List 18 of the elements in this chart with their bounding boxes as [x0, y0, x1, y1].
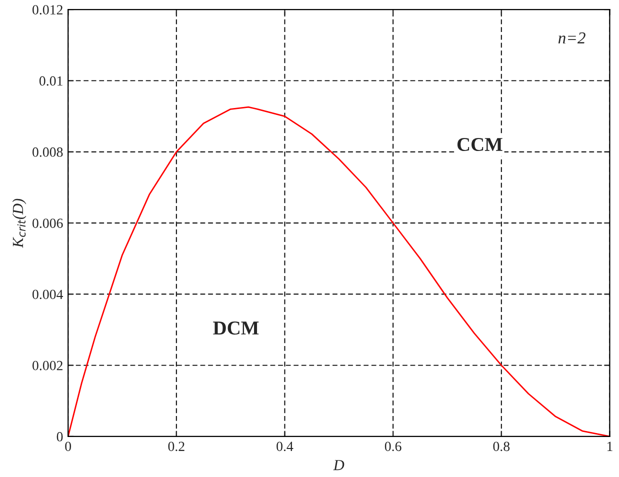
annotation: DCM — [213, 322, 259, 335]
x-tick-label: 0 — [65, 442, 72, 452]
x-tick-label: 0.6 — [384, 442, 402, 452]
x-axis-title: D — [333, 460, 344, 470]
y-tick-label: 0.012 — [32, 5, 62, 15]
x-tick-label: 0.2 — [168, 442, 184, 452]
y-tick-label: 0.01 — [39, 76, 62, 86]
y-tick-label: 0.004 — [32, 290, 64, 300]
y-tick-label: 0.002 — [32, 360, 62, 370]
y-axis-title: K$_{crit}$(D) — [12, 198, 26, 248]
y-tick-label: 0.008 — [32, 147, 63, 157]
x-tick-label: 0.4 — [276, 442, 294, 452]
annotation: n=2 — [558, 32, 586, 44]
y-tick-label: 0 — [56, 432, 63, 442]
annotation: CCM — [457, 138, 502, 152]
x-tick-label: 0.8 — [493, 442, 510, 452]
x-tick-label: 1 — [607, 442, 612, 451]
y-tick-label: 0.006 — [32, 218, 63, 228]
